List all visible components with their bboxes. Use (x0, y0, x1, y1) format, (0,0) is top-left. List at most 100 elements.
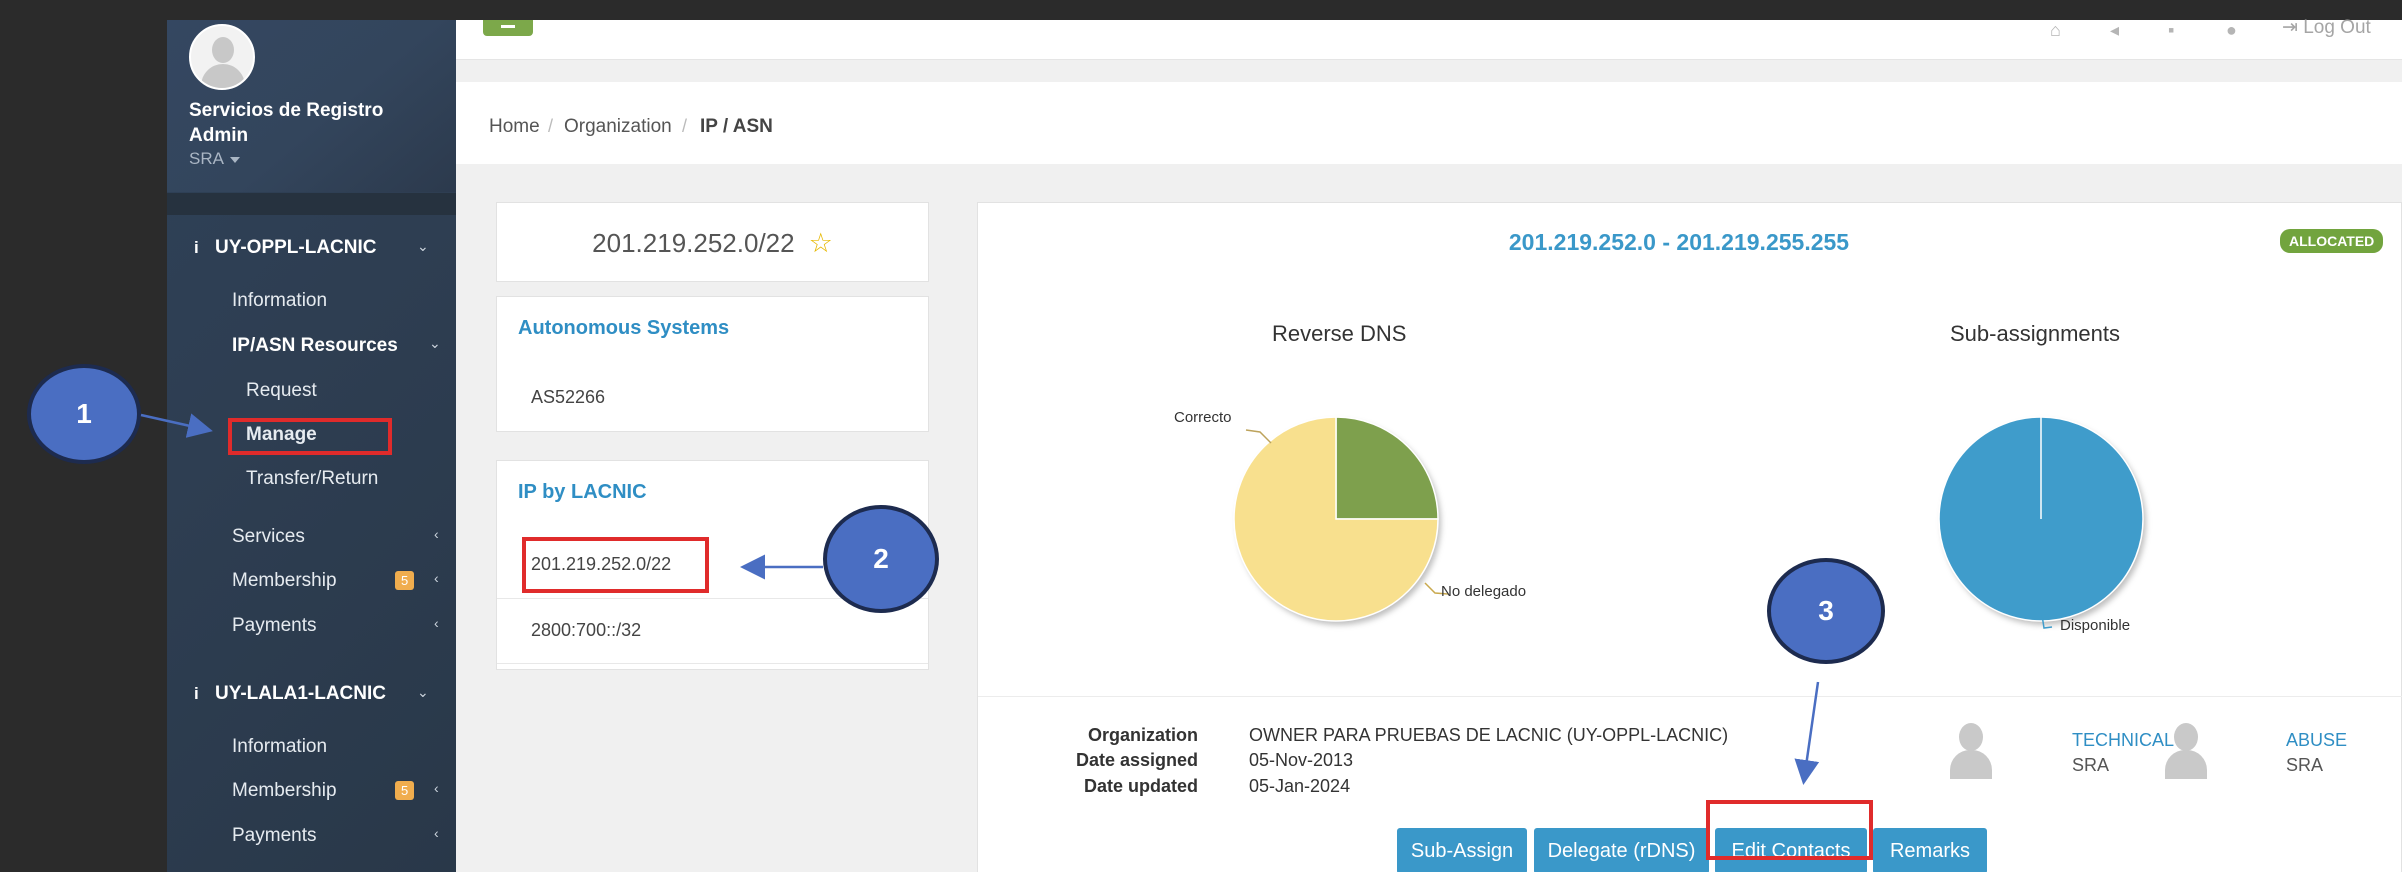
delegate-rdns-button[interactable]: Delegate (rDNS) (1534, 828, 1709, 872)
sidebar-item-payments[interactable]: Payments (232, 825, 317, 846)
technical-contact-link[interactable]: TECHNICAL (2072, 730, 2175, 750)
avatar-head (212, 37, 234, 63)
pie-slice-no-delegado[interactable] (1233, 416, 1439, 622)
chevron-down-icon[interactable]: ⌄ (417, 238, 429, 254)
user-role-dropdown[interactable]: SRA (189, 149, 240, 169)
annotation-box-edit-contacts (1706, 800, 1873, 860)
chevron-left-icon[interactable]: ‹ (434, 570, 439, 586)
date-assigned-value: 05-Nov-2013 (1249, 750, 1354, 770)
logout-icon: ⇥ (2282, 17, 2304, 38)
organization-label: Organization (1087, 725, 1198, 745)
divider (497, 663, 928, 664)
annotation-circle-2: 2 (823, 505, 939, 613)
pie-slice-correcto[interactable] (1335, 416, 1439, 520)
user-name: Servicios de Registro Admin (189, 100, 384, 146)
technical-contact-icon (1946, 723, 1996, 779)
annotation-circle-1: 1 (27, 364, 141, 464)
abuse-contact-link[interactable]: ABUSE (2286, 730, 2348, 750)
pie-label-correcto: Correcto (1174, 409, 1232, 426)
sub-assign-button[interactable]: Sub-Assign (1397, 828, 1527, 872)
sidebar-item-request[interactable]: Request (246, 380, 317, 401)
abuse-contact-icon (2161, 723, 2211, 779)
pie-reverse-dns (1233, 416, 1439, 622)
home-icon[interactable]: ⌂ (2050, 20, 2061, 40)
pie-sub-assignments (1938, 416, 2144, 622)
autonomous-systems-card: Autonomous Systems AS52266 (496, 296, 929, 432)
range-title: 201.219.252.0 - 201.219.255.255 (1508, 229, 1850, 255)
sidebar-item-services[interactable]: Services (232, 526, 305, 547)
date-assigned-label: Date assigned (1075, 750, 1198, 770)
ip-link-ipv4[interactable]: 201.219.252.0/22 (531, 554, 672, 574)
chart-title-sub-assignments: Sub-assignments (1950, 321, 2120, 346)
chevron-down-icon[interactable]: ⌄ (417, 684, 429, 700)
prefix-card: 201.219.252.0/22 ☆ (496, 202, 929, 282)
sidebar-org-uy-oppl[interactable]: UY-OPPL-LACNIC (215, 237, 377, 258)
annotation-box-manage (228, 418, 392, 455)
breadcrumb-organization[interactable]: Organization (564, 116, 672, 137)
technical-contact-value: SRA (2072, 755, 2110, 775)
charts-svg (1233, 416, 2144, 629)
volume-icon[interactable]: ◂ (2110, 20, 2120, 40)
hamburger-icon (501, 25, 515, 28)
pie-label-no-delegado: No delegado (1441, 583, 1527, 600)
abuse-contact-value: SRA (2286, 755, 2324, 775)
sidebar-item-membership[interactable]: Membership (232, 780, 337, 801)
prefix-title: 201.219.252.0/22 ☆ (497, 228, 928, 259)
breadcrumb-separator: / (548, 116, 554, 136)
breadcrumb (456, 82, 2402, 164)
sidebar-item-membership[interactable]: Membership (232, 570, 337, 591)
sidebar-item-ip-asn-resources[interactable]: IP/ASN Resources (232, 335, 398, 356)
info-icon: i (194, 684, 199, 703)
pie-label-disponible: Disponible (2060, 617, 2131, 634)
chevron-down-icon[interactable]: ⌄ (429, 335, 441, 351)
sidebar-item-information[interactable]: Information (232, 736, 328, 757)
breadcrumb-separator: / (682, 116, 688, 136)
book-icon[interactable]: ▪ (2168, 20, 2175, 40)
sidebar: Servicios de Registro Admin SRA i UY-OPP… (167, 20, 456, 872)
info-icon: i (194, 238, 199, 257)
divider (978, 696, 2402, 697)
ip-by-lacnic-title: IP by LACNIC (518, 481, 647, 503)
sidebar-item-information[interactable]: Information (232, 290, 328, 311)
breadcrumb-home[interactable]: Home (489, 116, 540, 137)
autonomous-systems-title: Autonomous Systems (518, 317, 730, 339)
sidebar-item-transfer-return[interactable]: Transfer/Return (246, 468, 379, 489)
detail-panel: 201.219.252.0 - 201.219.255.255 ALLOCATE… (977, 202, 2402, 872)
user-role: SRA (189, 149, 224, 168)
annotation-box-ip-prefix (522, 537, 709, 593)
sidebar-org-uy-lala1[interactable]: UY-LALA1-LACNIC (215, 683, 386, 704)
annotation-circle-3: 3 (1767, 558, 1885, 664)
leader-line (1245, 429, 1272, 444)
membership-badge: 5 (395, 781, 415, 800)
breadcrumb-current: IP / ASN (700, 116, 773, 137)
organization-value: OWNER PARA PRUEBAS DE LACNIC (UY-OPPL-LA… (1249, 725, 1729, 745)
date-updated-value: 05-Jan-2024 (1249, 776, 1351, 796)
leader-line (1424, 582, 1449, 595)
sidebar-item-payments[interactable]: Payments (232, 615, 317, 636)
prefix-title-text: 201.219.252.0/22 (592, 228, 795, 258)
bell-icon[interactable]: ● (2226, 20, 2237, 40)
divider (497, 598, 928, 599)
main-content: ⌂ ◂ ▪ ● ⇥ Log Out Home / Organization / … (456, 17, 2402, 872)
chevron-left-icon[interactable]: ‹ (434, 825, 439, 841)
avatar-body (201, 64, 245, 88)
chevron-left-icon[interactable]: ‹ (434, 615, 439, 631)
as-link[interactable]: AS52266 (531, 387, 606, 407)
menu-toggle-button[interactable] (483, 20, 533, 36)
sidebar-item-manage[interactable]: Manage (246, 424, 317, 445)
sidebar-separator (167, 193, 456, 215)
status-badge: ALLOCATED (2280, 229, 2384, 253)
logout-link[interactable]: ⇥ Log Out (2282, 16, 2371, 39)
star-icon[interactable]: ☆ (808, 228, 833, 258)
logout-label: Log Out (2303, 17, 2371, 38)
chevron-left-icon[interactable]: ‹ (434, 780, 439, 796)
date-updated-label: Date updated (1083, 776, 1198, 796)
top-strip (0, 0, 2402, 20)
leader-line (2041, 614, 2053, 629)
remarks-button[interactable]: Remarks (1873, 828, 1987, 872)
avatar[interactable] (189, 24, 255, 90)
caret-down-icon (229, 156, 240, 163)
chevron-left-icon[interactable]: ‹ (434, 526, 439, 542)
ip-link-ipv6[interactable]: 2800:700::/32 (531, 620, 642, 640)
chart-title-reverse-dns: Reverse DNS (1272, 321, 1407, 346)
